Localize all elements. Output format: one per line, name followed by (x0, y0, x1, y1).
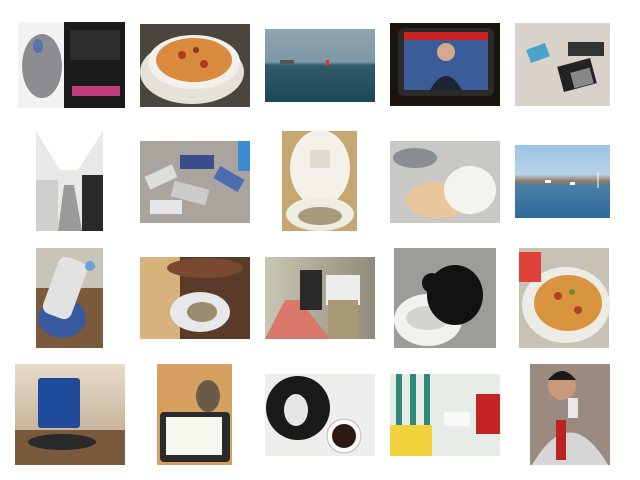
photo-man-phone (530, 364, 610, 465)
photo-pizza-plate (519, 248, 610, 348)
photo-squat-toilet (140, 257, 250, 339)
photo-sea (265, 29, 375, 102)
photo-phones (515, 23, 610, 106)
photo-toilet (282, 130, 357, 231)
photo-puppy (390, 141, 500, 223)
photo-hallway (265, 257, 375, 339)
photo-cat-toilet (394, 248, 496, 348)
photo-tv-news (390, 23, 500, 106)
photo-cat-tv (157, 364, 232, 465)
photo-bathroom (390, 374, 500, 456)
photo-mouse-phone (18, 22, 125, 108)
photo-harbor (515, 145, 610, 218)
photo-mouse-mug (265, 374, 375, 456)
photo-kitchen (36, 131, 103, 231)
photo-glass-phone (15, 364, 125, 465)
photo-phone-pile (140, 141, 250, 223)
photo-phone-dock (36, 248, 103, 348)
photo-pizza (140, 24, 250, 107)
